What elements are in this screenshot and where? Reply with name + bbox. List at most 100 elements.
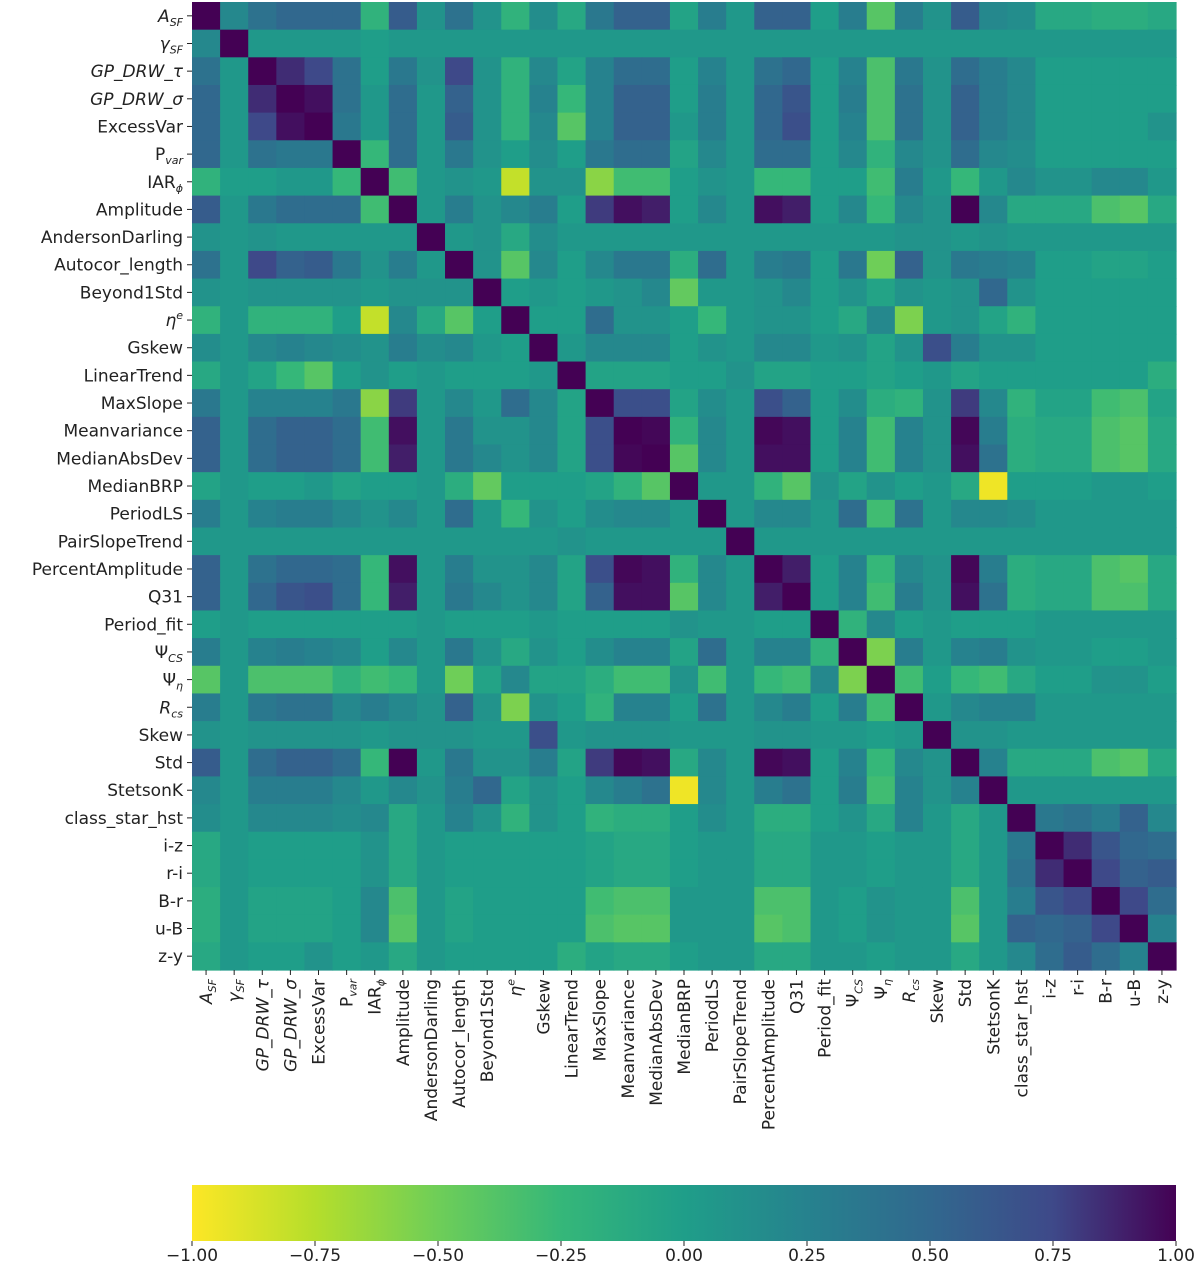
heatmap-cell	[529, 748, 559, 777]
y-tick-label: Pvar	[155, 145, 185, 167]
heatmap-cell	[951, 499, 980, 529]
heatmap-cell	[1091, 831, 1121, 860]
heatmap-cell	[557, 887, 587, 916]
heatmap-cell	[782, 29, 812, 58]
heatmap-cell	[501, 942, 530, 971]
heatmap-cell	[473, 555, 502, 584]
heatmap-cell	[1091, 859, 1121, 888]
heatmap-cell	[641, 776, 671, 805]
heatmap-cell	[360, 389, 390, 418]
heatmap-cell	[1147, 555, 1177, 584]
y-tick-label: AndersonDarling	[41, 228, 183, 248]
heatmap-cell	[1119, 914, 1149, 943]
heatmap-cell	[248, 444, 277, 473]
heatmap-cell	[669, 167, 699, 197]
y-tick-label: z-y	[158, 947, 183, 967]
heatmap-cell	[360, 499, 390, 529]
heatmap-cell	[1063, 721, 1093, 750]
heatmap-cell	[894, 57, 924, 86]
heatmap-cell	[388, 665, 418, 695]
heatmap-cell	[276, 582, 306, 612]
heatmap-cell	[894, 167, 924, 197]
heatmap-cell	[1147, 444, 1177, 473]
heatmap-cell	[1035, 555, 1065, 584]
heatmap-cell	[1119, 582, 1149, 612]
heatmap-cell	[1035, 416, 1065, 446]
heatmap-cell	[866, 721, 896, 750]
heatmap-cell	[754, 942, 783, 971]
heatmap-cell	[416, 831, 446, 860]
heatmap-cell	[1007, 250, 1037, 280]
heatmap-cell	[445, 167, 474, 197]
heatmap-cell	[332, 859, 362, 888]
heatmap-cell	[557, 776, 587, 805]
heatmap-cell	[585, 195, 615, 224]
heatmap-cell	[979, 2, 1008, 31]
heatmap-cell	[248, 582, 277, 612]
heatmap-cell	[1147, 472, 1177, 501]
heatmap-cell	[1063, 804, 1093, 833]
heatmap-cell	[388, 361, 418, 390]
heatmap-cell	[838, 361, 868, 390]
heatmap-cell	[894, 472, 924, 501]
heatmap-cell	[304, 389, 334, 418]
heatmap-cell	[192, 721, 221, 750]
heatmap-cell	[1091, 748, 1121, 777]
heatmap-cell	[1063, 112, 1093, 141]
heatmap-cell	[332, 444, 362, 473]
heatmap-cell	[332, 610, 362, 639]
heatmap-cell	[388, 748, 418, 777]
heatmap-cell	[1007, 804, 1037, 833]
heatmap-cell	[529, 831, 559, 860]
heatmap-cell	[810, 416, 840, 446]
heatmap-cell	[304, 278, 334, 307]
heatmap-cell	[726, 610, 755, 639]
heatmap-cell	[529, 140, 559, 169]
heatmap-cell	[894, 223, 924, 252]
heatmap-cell	[276, 84, 306, 114]
heatmap-cell	[894, 444, 924, 473]
heatmap-cell	[754, 804, 783, 833]
heatmap-cell	[332, 278, 362, 307]
heatmap-cell	[979, 333, 1008, 363]
heatmap-cell	[416, 527, 446, 556]
heatmap-cell	[838, 859, 868, 888]
heatmap-cell	[276, 859, 306, 888]
heatmap-cell	[416, 555, 446, 584]
heatmap-cell	[248, 638, 277, 667]
heatmap-cell	[416, 693, 446, 722]
heatmap-cell	[529, 57, 559, 86]
heatmap-cell	[698, 195, 727, 224]
heatmap-cell	[304, 665, 334, 695]
heatmap-cell	[445, 721, 474, 750]
heatmap-cell	[248, 693, 277, 722]
heatmap-cell	[951, 693, 980, 722]
heatmap-cell	[979, 223, 1008, 252]
heatmap-cell	[1147, 140, 1177, 169]
heatmap-cell	[304, 29, 334, 58]
heatmap-cell	[557, 610, 587, 639]
heatmap-cell	[810, 306, 840, 335]
heatmap-cell	[922, 306, 952, 335]
heatmap-cell	[220, 306, 249, 335]
heatmap-cell	[501, 444, 530, 473]
heatmap-cell	[810, 223, 840, 252]
heatmap-cell	[726, 250, 755, 280]
heatmap-cell	[782, 333, 812, 363]
heatmap-cell	[1063, 250, 1093, 280]
heatmap-cell	[922, 831, 952, 860]
heatmap-cell	[754, 333, 783, 363]
heatmap-cell	[698, 306, 727, 335]
heatmap-cell	[1007, 223, 1037, 252]
heatmap-cell	[866, 416, 896, 446]
heatmap-cell	[669, 887, 699, 916]
heatmap-cell	[192, 112, 221, 141]
heatmap-cell	[810, 84, 840, 114]
heatmap-cell	[951, 527, 980, 556]
heatmap-cell	[1007, 444, 1037, 473]
heatmap-cell	[304, 472, 334, 501]
heatmap-cell	[838, 582, 868, 612]
heatmap-cell	[613, 859, 643, 888]
heatmap-cell	[276, 499, 306, 529]
heatmap-cell	[1035, 804, 1065, 833]
